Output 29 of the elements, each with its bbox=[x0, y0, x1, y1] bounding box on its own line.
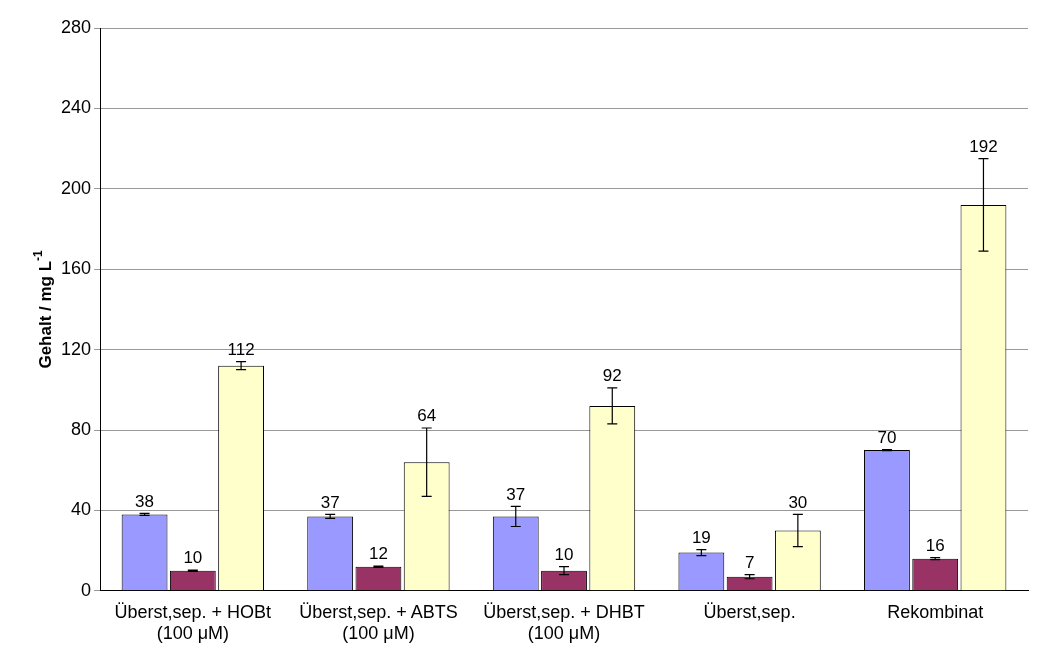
x-tick-label: Rekombinat bbox=[887, 601, 984, 622]
data-label: 192 bbox=[969, 136, 998, 156]
y-tick-label: 40 bbox=[71, 499, 92, 520]
data-label: 10 bbox=[554, 544, 574, 564]
data-label: 64 bbox=[417, 406, 437, 426]
data-label: 38 bbox=[135, 491, 155, 511]
y-axis-title: Gehalt / mg L-1 bbox=[31, 249, 55, 369]
y-tick-label: 80 bbox=[71, 418, 92, 439]
x-tick-label: Überst,sep. bbox=[703, 601, 796, 622]
data-label: 10 bbox=[183, 548, 203, 568]
data-label: 112 bbox=[227, 339, 255, 359]
y-tick-label: 0 bbox=[81, 579, 92, 600]
data-label: 30 bbox=[788, 492, 808, 512]
data-label: 70 bbox=[877, 427, 897, 447]
data-label: 7 bbox=[744, 552, 755, 572]
data-label: 19 bbox=[691, 527, 711, 547]
data-label: 16 bbox=[925, 535, 945, 555]
data-label: 92 bbox=[602, 365, 622, 385]
y-tick-label: 200 bbox=[60, 177, 92, 198]
data-label: 37 bbox=[506, 484, 526, 504]
x-tick-label: Überst,sep. + DHBT (100 μM) bbox=[483, 601, 645, 644]
y-tick-label: 280 bbox=[60, 16, 92, 37]
y-tick-label: 120 bbox=[60, 338, 92, 359]
x-tick-label: Überst,sep. + HOBt (100 μM) bbox=[114, 601, 272, 644]
data-label: 12 bbox=[368, 544, 388, 564]
y-tick-label: 160 bbox=[60, 258, 92, 279]
data-label: 37 bbox=[320, 492, 340, 512]
x-tick-label: Überst,sep. + ABTS (100 μM) bbox=[299, 601, 458, 644]
y-tick-label: 240 bbox=[60, 97, 92, 118]
